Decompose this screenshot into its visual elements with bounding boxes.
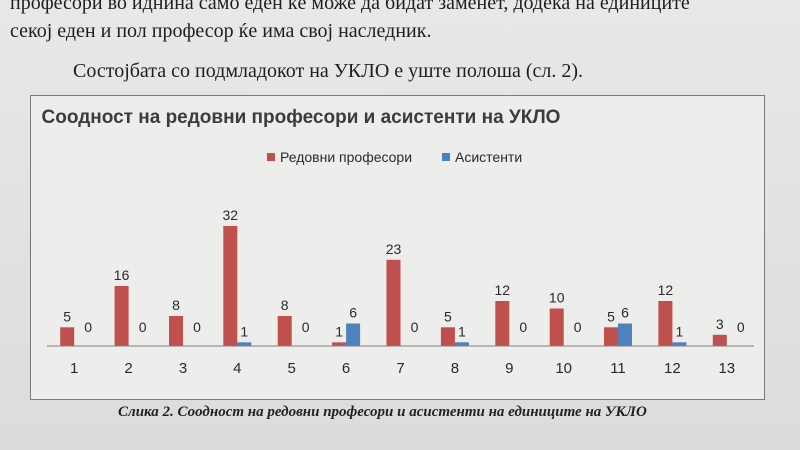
body-text-line: професори во иднина само еден ќе може да… — [10, 0, 690, 14]
bar-professors-7 — [386, 259, 401, 347]
data-label-assistants-10: 0 — [574, 319, 582, 335]
body-text-line: Состојбата со подмладокот на УКЛО е уште… — [73, 60, 584, 82]
x-tick-label-3: 3 — [179, 360, 187, 377]
bar-professors-13 — [712, 334, 727, 347]
legend-swatch-professors — [267, 153, 275, 161]
data-label-professors-10: 10 — [549, 290, 565, 306]
data-label-professors-1: 5 — [63, 308, 71, 324]
body-text-line: секој еден и пол професор ќе има свој на… — [10, 20, 432, 42]
data-label-professors-8: 5 — [444, 308, 452, 324]
chart-figure: Соодност на редовни професори и асистент… — [30, 95, 765, 400]
data-label-assistants-8: 1 — [458, 323, 466, 339]
x-tick-label-12: 12 — [664, 360, 681, 377]
data-label-professors-9: 12 — [495, 282, 511, 298]
bar-professors-4 — [223, 226, 238, 346]
data-label-assistants-12: 1 — [676, 323, 684, 339]
x-tick-label-10: 10 — [555, 360, 572, 377]
x-tick-label-6: 6 — [342, 360, 350, 377]
bar-professors-3 — [169, 316, 183, 346]
figure-caption: Слика 2. Соодност на редовни професори и… — [118, 404, 647, 420]
x-tick-label-2: 2 — [124, 360, 132, 377]
x-tick-label-1: 1 — [70, 360, 78, 377]
bar-professors-8 — [440, 327, 455, 347]
data-label-assistants-3: 0 — [193, 319, 201, 335]
data-label-assistants-9: 0 — [519, 319, 527, 335]
chart-title: Соодност на редовни професори и асистент… — [42, 107, 561, 128]
data-label-assistants-11: 6 — [621, 305, 629, 321]
bar-assistants-6 — [346, 323, 361, 346]
x-tick-label-13: 13 — [718, 360, 735, 377]
bar-professors-11 — [604, 327, 618, 347]
data-label-professors-4: 32 — [223, 207, 239, 223]
bar-chart: Соодност на редовни професори и асистент… — [42, 107, 754, 377]
bar-assistants-12 — [672, 342, 687, 347]
x-tick-label-4: 4 — [233, 360, 241, 377]
chart-legend: Редовни професори Асистенти — [267, 149, 522, 165]
bar-professors-6 — [332, 342, 347, 347]
bar-professors-2 — [114, 286, 129, 346]
x-tick-label-11: 11 — [610, 360, 626, 377]
data-label-professors-2: 16 — [114, 267, 130, 283]
data-label-professors-5: 8 — [281, 297, 289, 313]
data-label-professors-7: 23 — [386, 241, 402, 257]
x-tick-label-5: 5 — [288, 360, 296, 377]
x-tick-label-9: 9 — [505, 360, 513, 377]
data-label-assistants-6: 6 — [349, 305, 357, 321]
bar-assistants-11 — [618, 323, 632, 346]
x-tick-label-8: 8 — [451, 360, 459, 377]
data-label-professors-11: 5 — [607, 308, 615, 324]
legend-swatch-assistants — [442, 153, 450, 161]
legend-label-professors: Редовни професори — [280, 149, 412, 165]
data-label-professors-12: 12 — [658, 282, 674, 298]
x-tick-label-7: 7 — [396, 360, 404, 377]
bars-layer — [60, 226, 727, 347]
data-label-assistants-2: 0 — [139, 319, 147, 335]
data-label-assistants-5: 0 — [302, 319, 310, 335]
bar-professors-5 — [277, 316, 292, 346]
bar-professors-9 — [495, 301, 510, 346]
data-label-assistants-4: 1 — [240, 323, 248, 339]
data-label-assistants-13: 0 — [737, 319, 745, 335]
bar-professors-12 — [658, 301, 673, 346]
legend-label-assistants: Асистенти — [455, 149, 522, 165]
bar-professors-1 — [60, 327, 75, 347]
bar-professors-10 — [549, 308, 564, 346]
data-label-professors-3: 8 — [172, 297, 180, 313]
bar-assistants-4 — [237, 342, 252, 347]
data-label-professors-6: 1 — [335, 323, 343, 339]
bar-assistants-8 — [454, 342, 469, 347]
data-label-professors-13: 3 — [716, 316, 724, 332]
data-label-assistants-7: 0 — [411, 319, 419, 335]
data-label-assistants-1: 0 — [84, 319, 92, 335]
